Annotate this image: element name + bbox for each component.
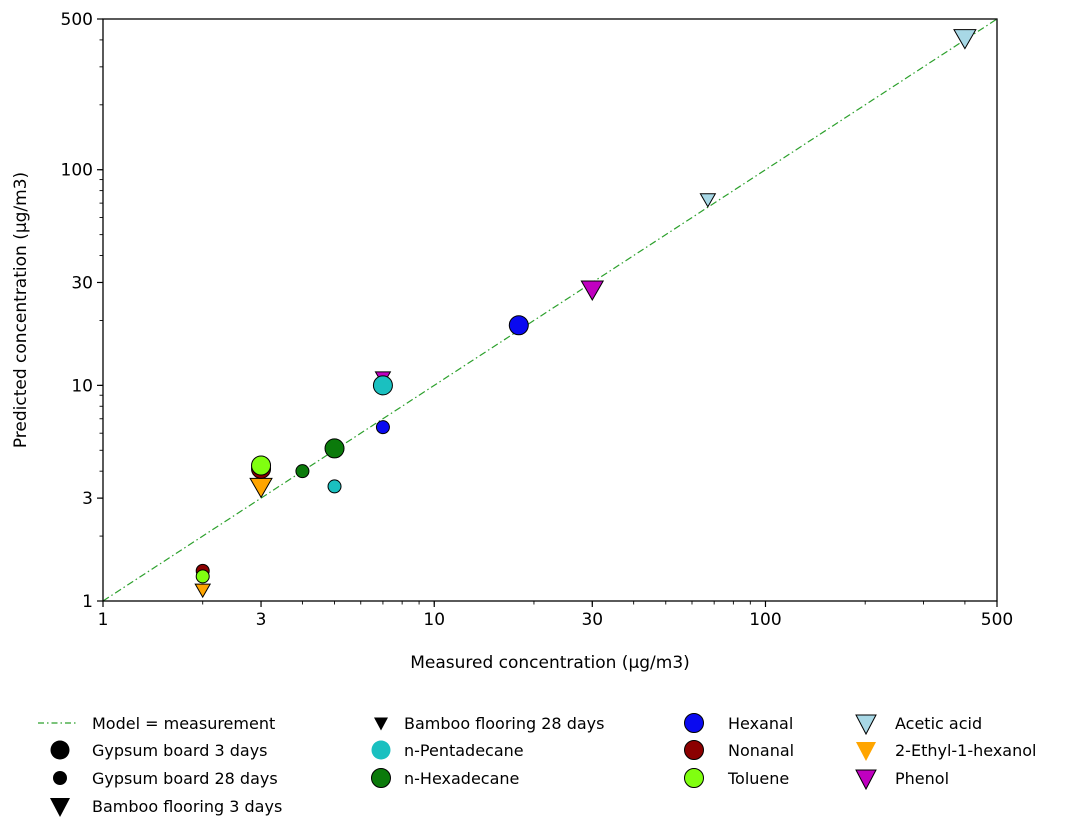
x-tick-label: 1 — [98, 610, 109, 630]
legend-toluene-marker — [684, 768, 704, 788]
legend-2-ethyl-1-hexanol-marker — [856, 742, 876, 762]
data-point-acetic-acid-28d — [699, 193, 717, 208]
legend: Model = measurement Gypsum board 3 days Gy… — [38, 713, 1036, 818]
legend-2-ethyl-1-hexanol-label: 2-Ethyl-1-hexanol — [895, 741, 1036, 760]
legend-model-measurement-label: Model = measurement — [92, 714, 275, 733]
data-point-hexanal-3d — [508, 315, 529, 336]
legend-n-hexadecane-marker — [371, 768, 391, 788]
y-tick-label: 10 — [71, 376, 93, 396]
x-tick-label: 30 — [581, 610, 603, 630]
x-tick-label: 100 — [749, 610, 781, 630]
y-tick-label: 100 — [61, 161, 93, 181]
legend-nonanal-label: Nonanal — [728, 741, 794, 760]
legend-bamboo-flooring-28-days-label: Bamboo flooring 28 days — [404, 714, 604, 733]
y-tick-label: 500 — [61, 10, 93, 30]
y-tick-label: 3 — [82, 489, 93, 509]
y-tick-label: 30 — [71, 273, 93, 293]
data-point-acetic-acid-3d — [953, 29, 977, 50]
data-point-2-ethyl-1-hexanol-3d — [249, 477, 273, 499]
data-point-toluene-28d — [195, 569, 210, 584]
legend-acetic-acid-marker — [855, 714, 877, 736]
plot-area — [102, 18, 998, 602]
data-point-2-ethyl-1-hexanol-28d — [194, 583, 212, 599]
data-point-n-hexadecane-28d — [295, 464, 310, 479]
x-axis-label: Measured concentration (µg/m3) — [410, 653, 690, 673]
legend-n-hexadecane-label: n-Hexadecane — [404, 769, 519, 788]
x-tick-label: 500 — [981, 610, 1013, 630]
legend-gypsum-board-3-days-label: Gypsum board 3 days — [92, 741, 268, 760]
data-point-n-hexadecane-3d — [324, 438, 345, 459]
legend-phenol-label: Phenol — [895, 769, 949, 788]
axes-ticks: 1 3 10 30 100 500 1 3 10 30 100 500 — [61, 10, 1014, 630]
y-tick-label: 1 — [82, 592, 93, 612]
x-tick-label: 10 — [423, 610, 445, 630]
legend-hexanal-label: Hexanal — [728, 714, 793, 733]
legend-bamboo-flooring-3-days-marker — [50, 798, 70, 818]
legend-nonanal-marker — [684, 740, 704, 760]
legend-n-pentadecane-label: n-Pentadecane — [404, 741, 524, 760]
legend-gypsum-board-3-days-marker — [50, 740, 70, 760]
legend-gypsum-board-28-days-label: Gypsum board 28 days — [92, 769, 278, 788]
data-point-toluene-3d — [251, 455, 272, 476]
plot-frame — [102, 18, 998, 602]
legend-acetic-acid-label: Acetic acid — [895, 714, 982, 733]
data-point-n-pentadecane-28d — [327, 479, 342, 494]
data-point-phenol-3d — [580, 280, 605, 301]
model-line — [102, 18, 998, 602]
legend-gypsum-board-28-days-marker — [53, 771, 67, 785]
legend-phenol-marker — [855, 769, 877, 791]
legend-bamboo-flooring-28-days-marker — [374, 717, 388, 731]
legend-n-pentadecane-marker — [371, 740, 391, 760]
x-tick-label: 3 — [256, 610, 267, 630]
data-point-n-pentadecane-3d — [372, 375, 393, 396]
legend-toluene-label: Toluene — [727, 769, 789, 788]
legend-hexanal-marker — [684, 713, 704, 733]
legend-bamboo-flooring-3-days-label: Bamboo flooring 3 days — [92, 797, 282, 816]
data-point-hexanal-28d — [375, 420, 390, 435]
y-axis-label: Predicted concentration (µg/m3) — [11, 172, 31, 448]
